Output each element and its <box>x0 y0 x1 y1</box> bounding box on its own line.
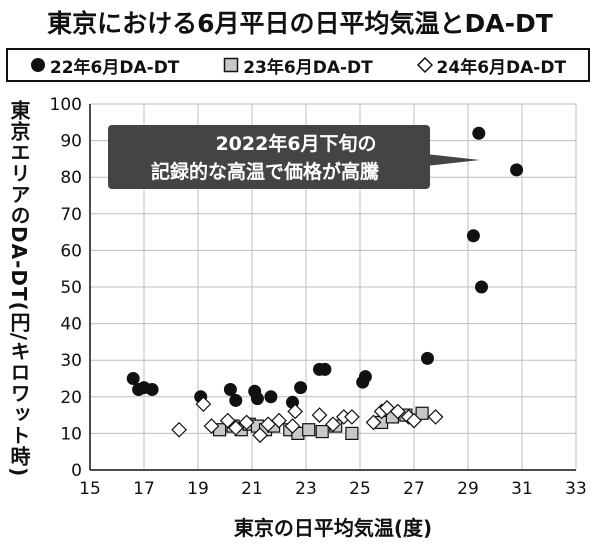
point-22 <box>294 381 308 395</box>
point-22 <box>229 393 243 407</box>
point-24 <box>271 412 287 429</box>
point-24 <box>203 418 220 434</box>
point-24 <box>325 416 341 433</box>
point-24 <box>427 409 444 425</box>
x-tick-label: 33 <box>565 479 587 499</box>
point-24 <box>195 396 212 412</box>
y-tick-label: 10 <box>60 424 82 444</box>
point-23 <box>302 423 316 437</box>
y-tick-label: 50 <box>60 278 82 298</box>
point-24 <box>311 407 328 423</box>
point-24 <box>238 414 255 431</box>
x-tick-label: 17 <box>133 479 155 499</box>
x-tick-label: 21 <box>241 479 263 499</box>
x-tick-label: 27 <box>403 479 425 499</box>
legend-circle-icon <box>30 58 45 72</box>
legend-label-23: 23年6月DA-DT <box>243 57 373 78</box>
point-22 <box>475 280 488 294</box>
legend-item-22: 22年6月DA-DT <box>30 53 180 78</box>
x-tick-label: 23 <box>295 479 317 499</box>
callout-line-2: 記録的な高温で価格が高騰 <box>151 160 380 183</box>
y-tick-label: 20 <box>60 388 82 408</box>
point-24 <box>389 403 406 420</box>
point-23 <box>345 426 359 440</box>
callout-line-1: 2022年6月下旬の <box>215 132 376 155</box>
x-axis-label: 東京の日平均気温(度) <box>233 516 433 540</box>
point-22 <box>264 390 278 404</box>
x-tick-label: 15 <box>79 479 101 499</box>
legend: 22年6月DA-DT 23年6月DA-DT 24年6月DA-DT <box>6 48 590 82</box>
point-22 <box>510 163 524 177</box>
y-tick-label: 80 <box>60 168 82 188</box>
legend-item-23: 23年6月DA-DT <box>223 53 373 78</box>
point-24 <box>287 403 304 420</box>
legend-label-24: 24年6月DA-DT <box>436 57 567 78</box>
x-tick-label: 29 <box>457 479 479 499</box>
point-22 <box>472 126 486 140</box>
point-24 <box>365 414 382 431</box>
point-24 <box>252 427 268 444</box>
x-tick-label: 31 <box>511 479 533 499</box>
x-tick-label: 19 <box>187 479 209 499</box>
chart-title: 東京における6月平日の日平均気温とDA-DT <box>47 9 553 38</box>
point-22 <box>358 370 372 384</box>
point-24 <box>344 409 360 425</box>
legend-item-24: 24年6月DA-DT <box>416 53 567 78</box>
point-22 <box>223 382 237 396</box>
y-tick-label: 70 <box>60 205 82 225</box>
legend-square-icon <box>223 57 239 73</box>
point-22 <box>318 362 332 376</box>
point-24 <box>219 412 236 429</box>
point-23 <box>415 406 429 420</box>
y-tick-label: 60 <box>60 241 82 261</box>
x-tick-label: 25 <box>349 479 371 499</box>
point-22 <box>145 382 159 396</box>
y-tick-label: 100 <box>50 95 82 115</box>
point-24 <box>284 418 301 434</box>
point-22 <box>466 229 480 243</box>
point-23 <box>315 424 329 439</box>
y-tick-label: 0 <box>71 461 82 481</box>
point-22 <box>250 392 264 406</box>
y-tick-label: 30 <box>60 351 82 371</box>
point-22 <box>126 372 140 385</box>
y-axis-label: 東京エリアのDA-DT(円/キロワット時) <box>7 100 31 478</box>
callout-box <box>108 125 430 189</box>
y-tick-label: 40 <box>60 315 82 335</box>
point-24 <box>406 412 422 429</box>
point-22 <box>421 351 434 365</box>
point-24 <box>227 420 244 436</box>
y-tick-label: 90 <box>60 132 82 152</box>
legend-diamond-icon <box>416 57 433 73</box>
point-24 <box>171 421 187 438</box>
legend-label-22: 22年6月DA-DT <box>49 57 180 78</box>
